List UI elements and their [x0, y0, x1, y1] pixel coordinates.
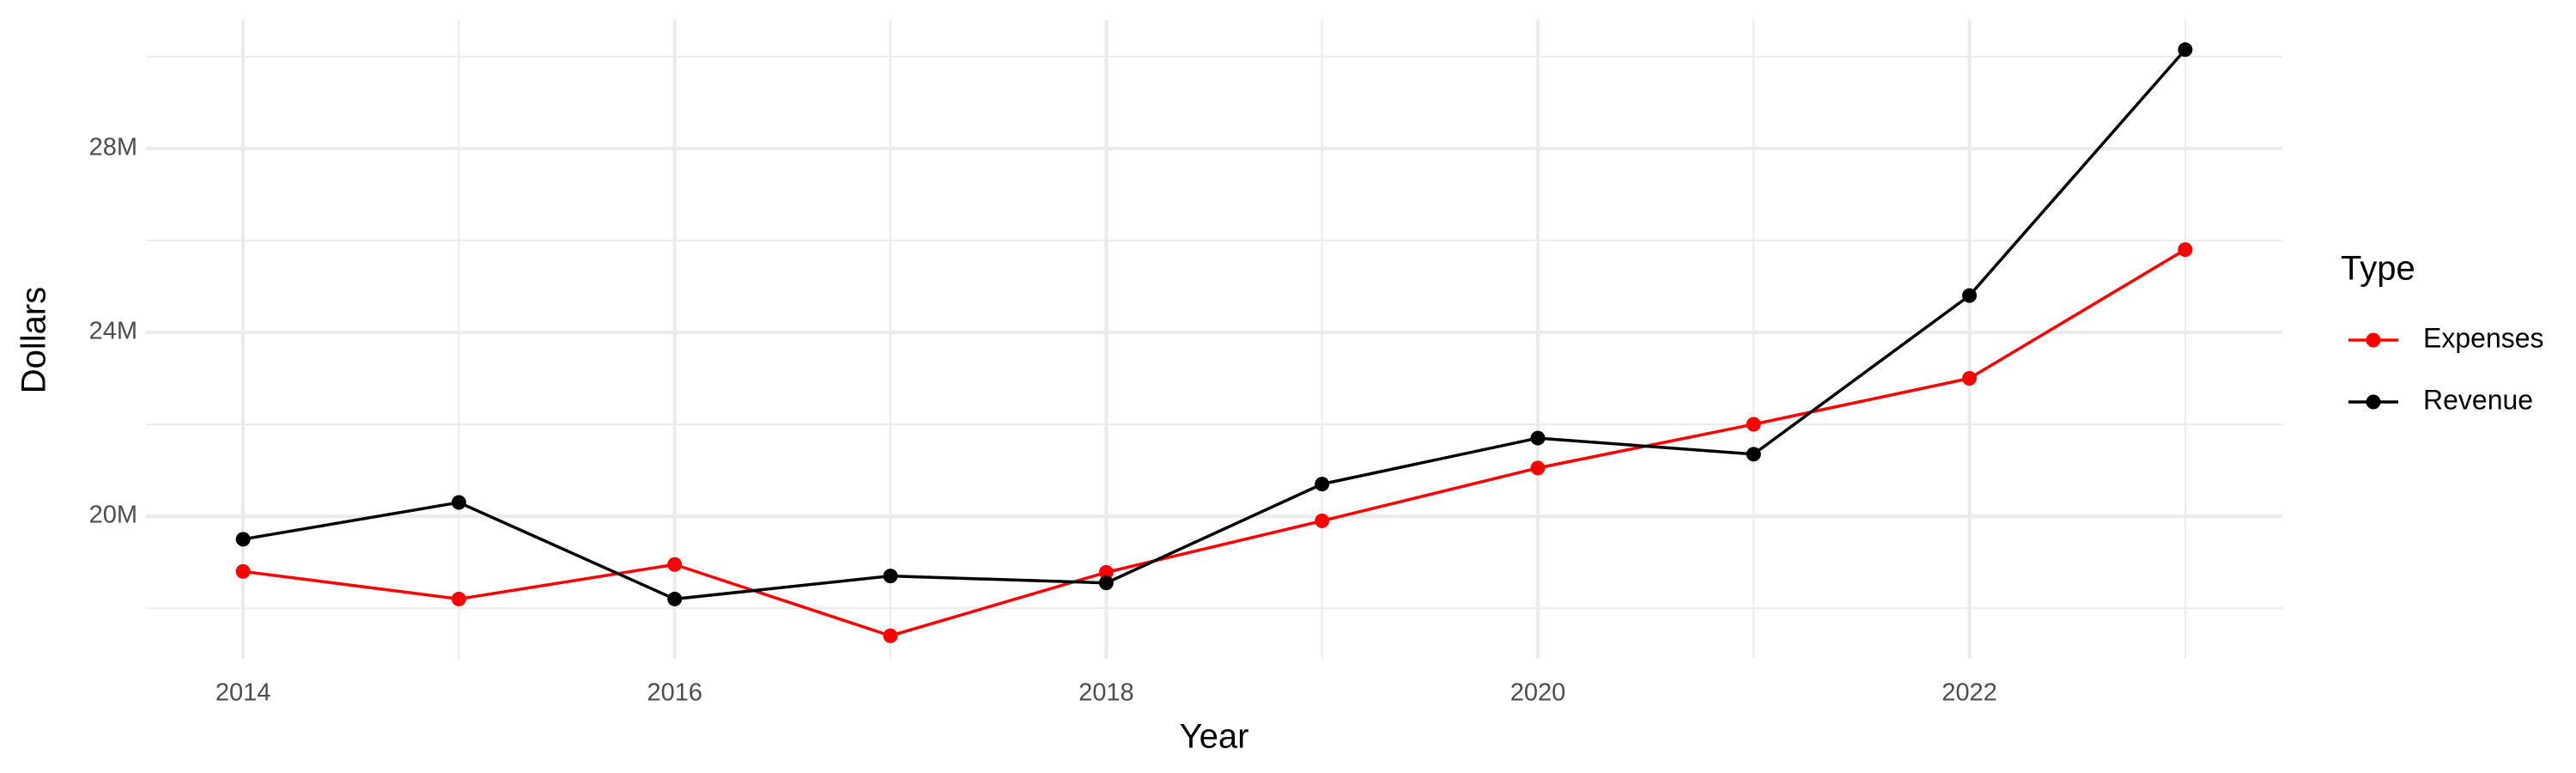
legend-key-point	[2366, 394, 2381, 410]
series-line	[242, 48, 2187, 601]
data-point	[883, 569, 898, 584]
data-point	[1530, 430, 1546, 446]
data-point	[2178, 242, 2193, 258]
x-tick-label: 2020	[1510, 679, 1566, 707]
data-point	[2178, 42, 2193, 58]
data-point	[1098, 564, 1114, 580]
data-point	[1098, 575, 1114, 591]
data-point	[1746, 447, 1761, 462]
y-tick-label: 28M	[89, 134, 137, 161]
y-tick-label: 20M	[89, 502, 137, 529]
data-point	[235, 532, 251, 547]
data-point	[667, 557, 683, 572]
data-point	[451, 591, 466, 606]
x-tick-label: 2016	[647, 679, 702, 707]
data-point	[1962, 370, 1978, 386]
data-point	[235, 563, 251, 579]
data-point	[667, 591, 683, 606]
data-point	[1315, 513, 1330, 528]
legend-title: Type	[2341, 250, 2415, 288]
legend-key-point	[2366, 332, 2381, 348]
data-point	[1315, 477, 1330, 492]
data-point	[883, 628, 898, 643]
series-line	[242, 248, 2186, 638]
data-point	[1746, 417, 1761, 432]
data-point	[1530, 460, 1546, 476]
y-tick-label: 24M	[89, 318, 137, 345]
legend-label: Expenses	[2423, 322, 2544, 353]
x-tick-label: 2014	[216, 679, 271, 707]
y-axis-title: Dollars	[15, 287, 53, 393]
legend-label: Revenue	[2423, 384, 2533, 415]
x-tick-label: 2018	[1078, 679, 1134, 707]
data-point	[1962, 288, 1978, 303]
x-axis-title: Year	[1180, 718, 1249, 756]
data-point	[451, 495, 466, 510]
x-tick-label: 2022	[1941, 679, 1997, 707]
